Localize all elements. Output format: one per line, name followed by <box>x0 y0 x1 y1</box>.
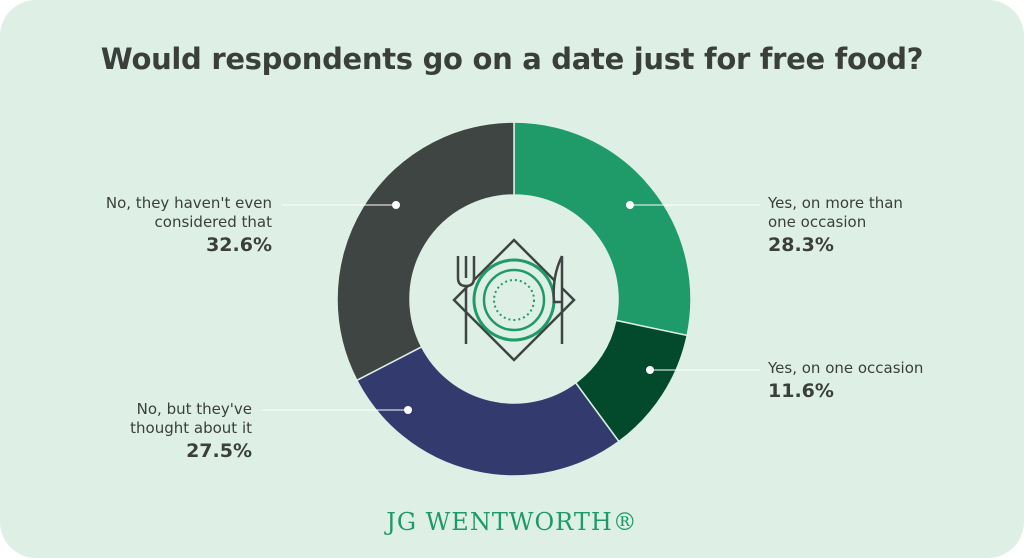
plate-icon <box>452 238 576 362</box>
leader-dot <box>626 201 634 209</box>
segment-label: No, they haven't even considered that 32.… <box>92 194 272 255</box>
value-label: 32.6% <box>206 234 272 256</box>
category-name: Yes, on more than one occasion <box>768 194 903 231</box>
category-name: No, they haven't even considered that <box>105 194 272 231</box>
leader-dot <box>646 366 654 374</box>
segment-label: No, but they've thought about it 27.5% <box>124 400 252 461</box>
chart-title: Would respondents go on a date just for … <box>100 42 924 76</box>
value-label: 28.3% <box>768 234 834 256</box>
segment-label: Yes, on one occasion 11.6% <box>768 359 988 401</box>
category-name: No, but they've thought about it <box>130 400 252 437</box>
leader-dot <box>404 406 412 414</box>
value-label: 27.5% <box>186 440 252 462</box>
value-label: 11.6% <box>768 380 834 402</box>
segment-label: Yes, on more than one occasion 28.3% <box>768 194 918 255</box>
brand-logo: JG WENTWORTH® <box>386 508 638 536</box>
leader-dot <box>392 201 400 209</box>
donut-segment <box>336 121 515 382</box>
donut-segment <box>513 121 692 337</box>
donut-segment <box>355 345 620 477</box>
category-name: Yes, on one occasion <box>768 359 924 377</box>
